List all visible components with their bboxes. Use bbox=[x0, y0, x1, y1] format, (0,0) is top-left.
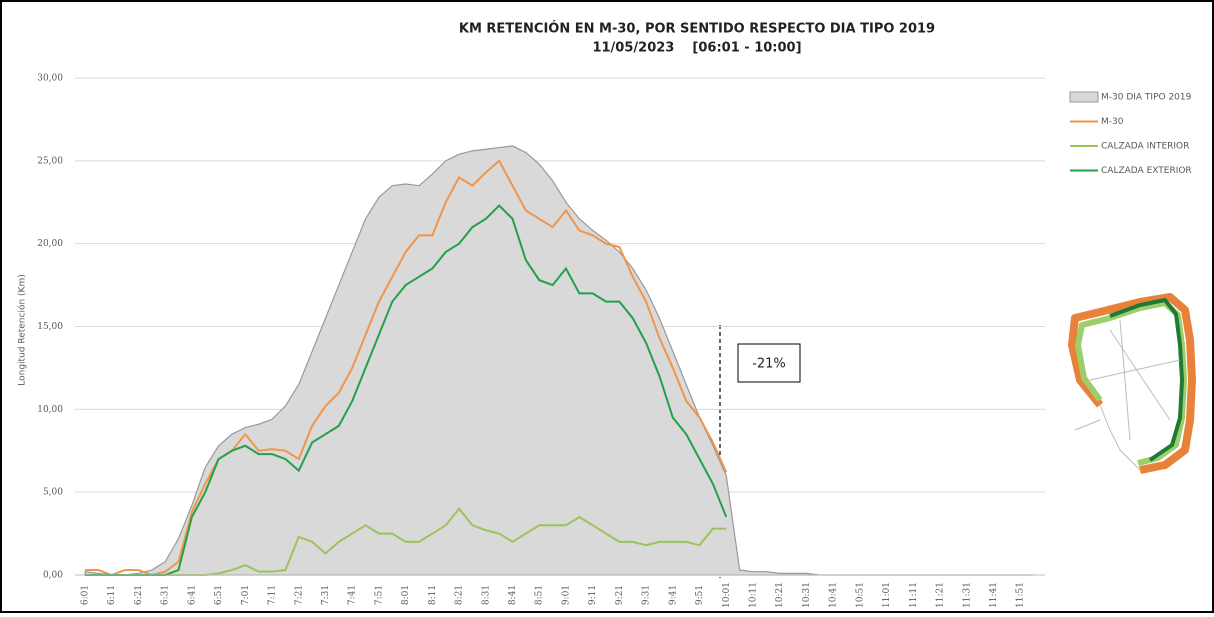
y-tick-label: 0,00 bbox=[43, 571, 63, 581]
annotation-box bbox=[737, 343, 801, 383]
map-icon bbox=[1068, 293, 1196, 474]
y-tick-label: 20,00 bbox=[37, 239, 63, 249]
x-tick-label: 11:21 bbox=[936, 582, 946, 608]
x-tick-label: 6:01 bbox=[81, 585, 91, 605]
x-tick-label: 7:11 bbox=[268, 585, 278, 605]
x-tick-label: 7:41 bbox=[348, 585, 358, 605]
y-axis-label: Longitud Retención (Km) bbox=[17, 274, 28, 385]
y-tick-label: 10,00 bbox=[37, 405, 63, 415]
area bbox=[84, 145, 1034, 576]
x-tick-label: 6:51 bbox=[214, 585, 224, 605]
annotation: -21% bbox=[752, 357, 786, 372]
x-tick-label: 9:41 bbox=[668, 585, 678, 605]
legend-label: CALZADA EXTERIOR bbox=[1101, 166, 1192, 176]
y-tick-label: 25,00 bbox=[37, 156, 63, 166]
x-tick-label: 11:41 bbox=[989, 582, 999, 608]
x-tick-label: 11:51 bbox=[1016, 582, 1026, 608]
x-tick-label: 8:41 bbox=[508, 585, 518, 605]
x-tick-label: 7:31 bbox=[321, 585, 331, 605]
x-tick-label: 7:21 bbox=[294, 585, 304, 605]
chart-subtitle: 11/05/2023 [06:01 - 10:00] bbox=[592, 41, 801, 56]
y-tick-label: 5,00 bbox=[43, 488, 63, 498]
line bbox=[85, 204, 728, 576]
x-tick-label: 8:51 bbox=[535, 585, 545, 605]
x-tick-label: 11:11 bbox=[909, 582, 919, 608]
legend-label: M-30 DIA TIPO 2019 bbox=[1101, 93, 1192, 103]
x-tick-label: 9:11 bbox=[588, 585, 598, 605]
legend-swatch bbox=[1069, 91, 1099, 103]
x-tick-label: 7:01 bbox=[241, 585, 251, 605]
x-tick-label: 8:31 bbox=[481, 585, 491, 605]
x-tick-label: 9:01 bbox=[561, 585, 571, 605]
y-tick-label: 30,00 bbox=[37, 74, 63, 84]
x-tick-label: 10:41 bbox=[829, 582, 839, 608]
x-tick-label: 8:01 bbox=[401, 585, 411, 605]
x-tick-label: 6:11 bbox=[107, 585, 117, 605]
x-tick-label: 7:51 bbox=[374, 585, 384, 605]
x-tick-label: 8:11 bbox=[428, 585, 438, 605]
x-tick-label: 10:51 bbox=[855, 582, 865, 608]
x-tick-label: 8:21 bbox=[455, 585, 465, 605]
x-tick-label: 6:41 bbox=[187, 585, 197, 605]
x-tick-label: 10:31 bbox=[802, 582, 812, 608]
x-tick-label: 6:31 bbox=[161, 585, 171, 605]
plot bbox=[75, 77, 1045, 577]
x-tick-label: 11:31 bbox=[962, 582, 972, 608]
chart-title: KM RETENCIÓN EN M-30, POR SENTIDO RESPEC… bbox=[459, 21, 935, 37]
x-tick-label: 6:21 bbox=[134, 585, 144, 605]
x-tick-label: 9:51 bbox=[695, 585, 705, 605]
x-tick-label: 9:31 bbox=[642, 585, 652, 605]
legend-label: M-30 bbox=[1101, 117, 1124, 127]
x-tick-label: 10:11 bbox=[749, 582, 759, 608]
x-tick-label: 10:21 bbox=[775, 582, 785, 608]
y-tick-label: 15,00 bbox=[37, 322, 63, 332]
x-tick-label: 11:01 bbox=[882, 582, 892, 608]
x-tick-label: 10:01 bbox=[722, 582, 732, 608]
x-tick-label: 9:21 bbox=[615, 585, 625, 605]
line bbox=[85, 159, 728, 577]
legend-label: CALZADA INTERIOR bbox=[1101, 142, 1189, 152]
